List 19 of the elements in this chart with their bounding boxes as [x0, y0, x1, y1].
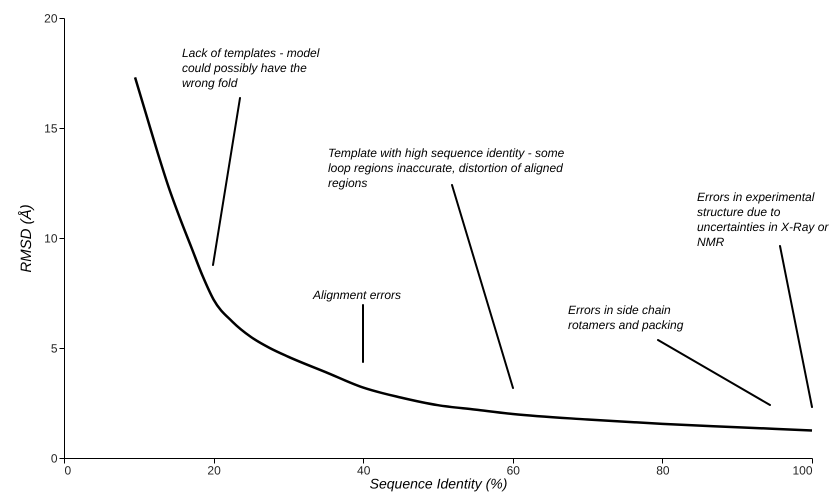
x-tick-label: 80: [656, 464, 670, 478]
y-tick-label: 5: [50, 342, 58, 356]
x-tick-label: 0: [64, 464, 72, 478]
annotation: Alignment errors: [312, 288, 402, 302]
y-tick-label: 0: [50, 452, 58, 466]
y-tick-label: 20: [44, 12, 58, 26]
y-axis-title: RMSD (Å): [17, 204, 36, 273]
x-tick-label: 60: [506, 464, 520, 478]
annotation: Errors in side chain rotamers and packing: [568, 303, 684, 332]
x-tick-label: 100: [792, 464, 813, 478]
x-tick-label: 40: [357, 464, 371, 478]
y-tick-label: 15: [44, 122, 58, 136]
annotation: Lack of templates - model could possibly have the wrong fold: [182, 46, 320, 90]
x-tick-label: 20: [207, 464, 222, 478]
annotation: Template with high sequence identity - some loop regions inaccurate, distortion of aligned regions: [328, 146, 565, 190]
x-axis-title: Sequence Identity (%): [370, 476, 508, 492]
annotation: Errors in experimental structure due to uncertainties in X-Ray or NMR: [697, 190, 830, 249]
line-series: [134, 76, 814, 432]
y-tick-label: 10: [44, 232, 58, 246]
